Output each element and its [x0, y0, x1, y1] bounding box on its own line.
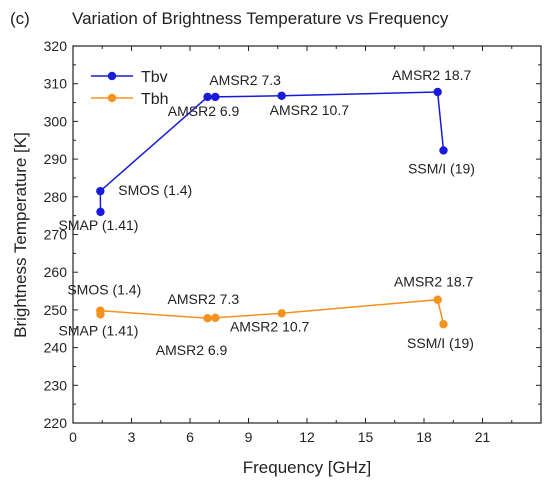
point-label: AMSR2 7.3	[168, 291, 240, 307]
x-tick-label: 0	[69, 429, 77, 445]
y-axis-ticks: 220 230 240 250 260 270 280 290 300 310 320	[44, 38, 541, 431]
point-label: AMSR2 7.3	[209, 72, 281, 88]
legend-label-tbh: Tbh	[141, 91, 169, 108]
x-axis-title: Frequency [GHz]	[243, 458, 372, 477]
legend-label-tbv: Tbv	[141, 69, 168, 86]
y-tick-label: 280	[44, 189, 68, 205]
data-point-tbv	[211, 92, 220, 102]
y-tick-label: 220	[44, 415, 68, 431]
legend: Tbv Tbh	[91, 69, 169, 108]
data-point-tbv	[433, 87, 442, 97]
point-label: AMSR2 10.7	[230, 318, 310, 334]
point-label: SMOS (1.4)	[67, 282, 141, 298]
chart-title: Variation of Brightness Temperature vs F…	[72, 9, 449, 28]
point-label: SSM/I (19)	[408, 160, 475, 176]
legend-marker-tbv	[107, 71, 117, 81]
data-point-tbh	[277, 309, 286, 318]
x-tick-label: 15	[358, 429, 374, 445]
point-label: AMSR2 6.9	[156, 342, 228, 358]
point-label: AMSR2 10.7	[270, 102, 350, 118]
y-tick-label: 270	[44, 227, 68, 243]
data-point-tbv	[439, 146, 448, 155]
y-tick-label: 290	[44, 151, 68, 167]
data-point-tbh	[439, 320, 448, 329]
data-point-tbh	[96, 306, 105, 315]
data-point-tbh	[433, 295, 442, 304]
y-tick-label: 310	[44, 76, 68, 92]
point-label: AMSR2 18.7	[394, 274, 474, 290]
y-tick-label: 320	[44, 38, 68, 54]
point-label: SSM/I (19)	[407, 335, 474, 351]
data-point-tbv	[96, 186, 105, 196]
y-tick-label: 230	[44, 377, 68, 393]
data-point-tbv	[277, 91, 286, 100]
y-axis-title: Brightness Temperature [K]	[11, 132, 30, 338]
point-label: AMSR2 6.9	[168, 103, 240, 119]
y-tick-label: 300	[44, 113, 68, 129]
point-label: SMAP (1.41)	[59, 322, 139, 338]
x-tick-label: 3	[128, 429, 136, 445]
data-point-tbv	[96, 207, 105, 217]
point-label: AMSR2 18.7	[392, 67, 472, 83]
data-point-tbh	[211, 313, 220, 323]
x-tick-label: 12	[299, 429, 315, 445]
y-tick-label: 250	[44, 302, 68, 318]
data-point-tbv	[203, 92, 212, 102]
point-label: SMOS (1.4)	[118, 182, 192, 198]
x-tick-label: 6	[186, 429, 194, 445]
panel-label: (c)	[10, 9, 30, 28]
x-tick-label: 9	[245, 429, 253, 445]
series-layer	[96, 87, 448, 329]
x-axis-ticks: 0 3 6 9 12 15 18 21	[69, 46, 513, 445]
x-tick-label: 18	[416, 429, 432, 445]
legend-marker-tbh	[107, 93, 117, 103]
y-tick-label: 260	[44, 264, 68, 280]
data-point-tbh	[203, 313, 212, 323]
point-label: SMAP (1.41)	[59, 217, 139, 233]
annotation-layer: SMAP (1.41) SMOS (1.4) AMSR2 6.9 AMSR2 7.3 A…	[59, 67, 475, 358]
y-tick-label: 240	[44, 340, 68, 356]
x-tick-label: 21	[475, 429, 491, 445]
